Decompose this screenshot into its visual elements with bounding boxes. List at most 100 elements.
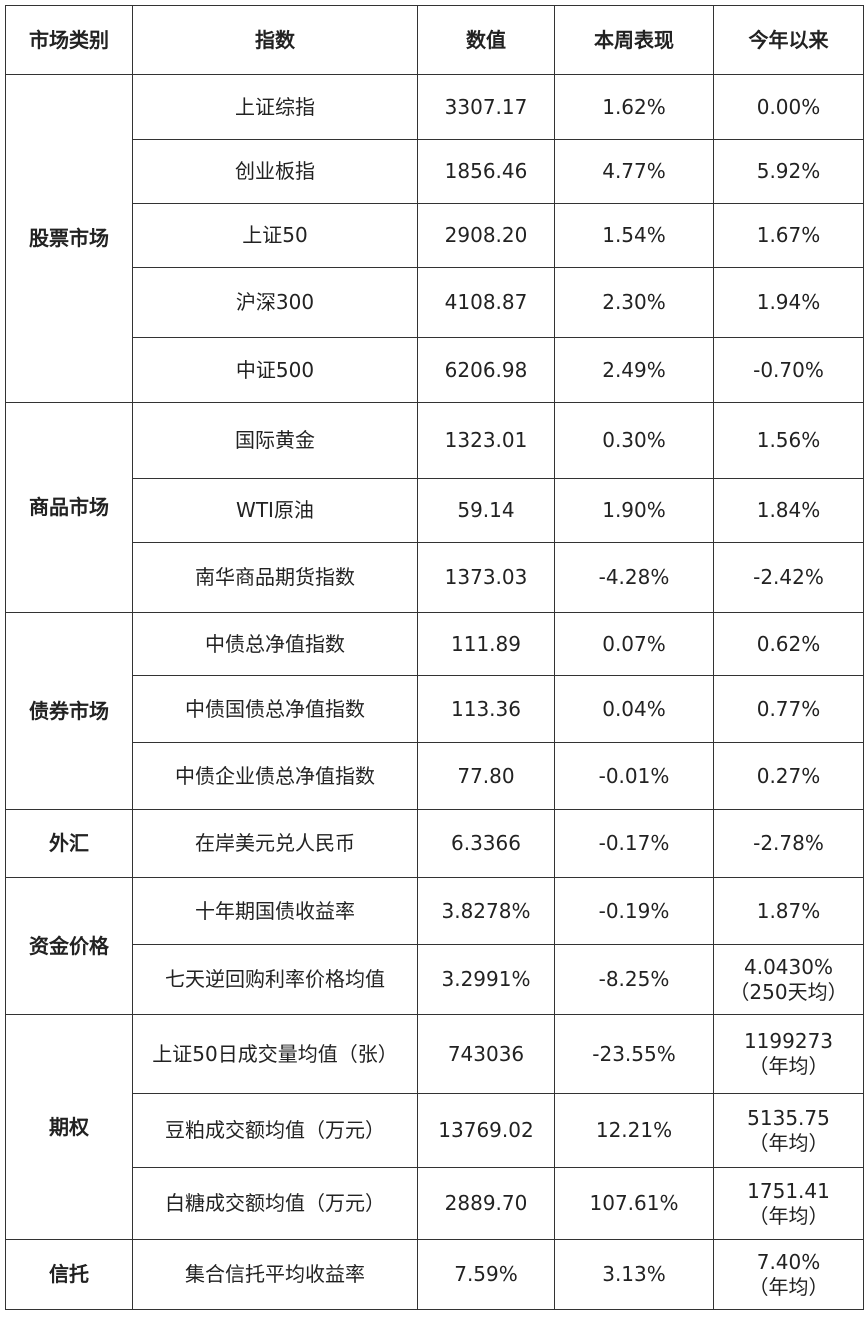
ytd-cell: 0.00% (713, 74, 864, 140)
week-cell: 3.13% (554, 1239, 714, 1310)
index-cell: 中证500 (132, 337, 418, 403)
week-cell: -23.55% (554, 1014, 714, 1094)
table-row: 信托 集合信托平均收益率 7.59% 3.13% 7.40% （年均） (5, 1239, 864, 1310)
week-cell: -0.19% (554, 877, 714, 945)
index-cell: 上证综指 (132, 74, 418, 140)
week-cell: 1.90% (554, 478, 714, 543)
week-cell: 12.21% (554, 1093, 714, 1168)
table-row: 南华商品期货指数 1373.03 -4.28% -2.42% (6, 542, 864, 613)
week-cell: 2.49% (554, 337, 714, 403)
category-cell: 外汇 (5, 809, 133, 878)
value-cell: 7.59% (417, 1239, 555, 1310)
week-cell: -0.01% (554, 742, 714, 810)
ytd-cell: 5135.75 （年均） (713, 1093, 864, 1168)
ytd-cell: -2.42% (713, 542, 864, 613)
ytd-note: （250天均） (729, 979, 848, 1004)
table-row: 债券市场 中债总净值指数 111.89 0.07% 0.62% (5, 612, 864, 810)
week-cell: 2.30% (554, 267, 714, 338)
table-row: 豆粕成交额均值（万元） 13769.02 12.21% 5135.75 （年均） (6, 1093, 864, 1168)
index-cell: 十年期国债收益率 (132, 877, 418, 945)
market-summary-table: 市场类别 指数 数值 本周表现 今年以来 股票市场 上证综指 3307.17 1.62… (5, 5, 864, 1310)
value-cell: 3.2991% (417, 944, 555, 1015)
category-cell: 资金价格 (5, 877, 133, 1015)
header-week: 本周表现 (554, 5, 714, 75)
index-cell: 集合信托平均收益率 (132, 1239, 418, 1310)
index-cell: 国际黄金 (132, 402, 418, 479)
index-cell: 南华商品期货指数 (132, 542, 418, 613)
value-cell: 77.80 (417, 742, 555, 810)
index-cell: 白糖成交额均值（万元） (132, 1167, 418, 1240)
table-row: 白糖成交额均值（万元） 2889.70 107.61% 1751.41 （年均） (6, 1167, 864, 1240)
value-cell: 743036 (417, 1014, 555, 1094)
ytd-value: 1199273 (743, 1029, 834, 1053)
table-row: 商品市场 国际黄金 1323.01 0.30% 1.56% (5, 402, 864, 613)
table-row: 创业板指 1856.46 4.77% 5.92% (6, 139, 864, 204)
ytd-cell: -2.78% (713, 809, 864, 878)
week-cell: -4.28% (554, 542, 714, 613)
ytd-cell: 1.94% (713, 267, 864, 338)
week-cell: 1.54% (554, 203, 714, 268)
index-cell: 上证50 (132, 203, 418, 268)
value-cell: 1323.01 (417, 402, 555, 479)
week-cell: 0.04% (554, 675, 714, 743)
week-cell: 107.61% (554, 1167, 714, 1240)
ytd-cell: 0.27% (713, 742, 864, 810)
category-cell: 股票市场 (5, 74, 133, 403)
week-cell: 0.07% (554, 612, 714, 676)
table-row: 资金价格 十年期国债收益率 3.8278% -0.19% 1.87% (5, 877, 864, 1015)
index-cell: 沪深300 (132, 267, 418, 338)
week-cell: 0.30% (554, 402, 714, 479)
week-cell: 1.62% (554, 74, 714, 140)
value-cell: 1856.46 (417, 139, 555, 204)
ytd-cell: 1751.41 （年均） (713, 1167, 864, 1240)
table-row: 七天逆回购利率价格均值 3.2991% -8.25% 4.0430% （250天均） (6, 944, 864, 1015)
header-ytd: 今年以来 (713, 5, 864, 75)
value-cell: 113.36 (417, 675, 555, 743)
header-category: 市场类别 (5, 5, 133, 75)
table-row: 中证500 6206.98 2.49% -0.70% (6, 337, 864, 403)
week-cell: -8.25% (554, 944, 714, 1015)
ytd-cell: 0.62% (713, 612, 864, 676)
ytd-value: 1751.41 (747, 1178, 830, 1203)
table-row: 股票市场 上证综指 3307.17 1.62% 0.00% (5, 74, 864, 403)
category-cell: 信托 (5, 1239, 133, 1310)
value-cell: 59.14 (417, 478, 555, 543)
index-cell: 中债企业债总净值指数 (132, 742, 418, 810)
category-cell: 债券市场 (5, 612, 133, 810)
value-cell: 13769.02 (417, 1093, 555, 1168)
week-cell: 4.77% (554, 139, 714, 204)
table-row: WTI原油 59.14 1.90% 1.84% (6, 478, 864, 543)
index-cell: 在岸美元兑人民币 (132, 809, 418, 878)
ytd-note: （年均） (748, 1203, 829, 1228)
category-cell: 商品市场 (5, 402, 133, 613)
index-cell: 中债国债总净值指数 (132, 675, 418, 743)
week-cell: -0.17% (554, 809, 714, 878)
value-cell: 4108.87 (417, 267, 555, 338)
ytd-cell: 4.0430% （250天均） (713, 944, 864, 1015)
ytd-value: 7.40% (756, 1249, 821, 1274)
ytd-note: （年均） (748, 1274, 829, 1299)
value-cell: 2889.70 (417, 1167, 555, 1240)
index-cell: 中债总净值指数 (132, 612, 418, 676)
ytd-cell: 1.56% (713, 402, 864, 479)
table-row: 期权 上证50日成交量均值（张） 743036 -23.55% 1199273 （年均） (5, 1014, 864, 1240)
ytd-cell: 1.67% (713, 203, 864, 268)
table-row: 中债国债总净值指数 113.36 0.04% 0.77% (6, 675, 864, 743)
ytd-cell: 5.92% (713, 139, 864, 204)
value-cell: 111.89 (417, 612, 555, 676)
index-cell: 豆粕成交额均值（万元） (132, 1093, 418, 1168)
table-body: 股票市场 上证综指 3307.17 1.62% 0.00% 创业板指 1856.46 4.77… (5, 74, 864, 1310)
category-cell: 期权 (5, 1014, 133, 1240)
table-row: 上证50 2908.20 1.54% 1.67% (6, 203, 864, 268)
value-cell: 3.8278% (417, 877, 555, 945)
ytd-cell: 1199273 （年均） (713, 1014, 864, 1094)
index-cell: WTI原油 (132, 478, 418, 543)
value-cell: 6206.98 (417, 337, 555, 403)
table-row: 沪深300 4108.87 2.30% 1.94% (6, 267, 864, 338)
value-cell: 2908.20 (417, 203, 555, 268)
header-row: 市场类别 指数 数值 本周表现 今年以来 (5, 5, 864, 75)
ytd-note: （年均） (748, 1054, 829, 1078)
ytd-cell: -0.70% (713, 337, 864, 403)
header-value: 数值 (417, 5, 555, 75)
index-cell: 创业板指 (132, 139, 418, 204)
